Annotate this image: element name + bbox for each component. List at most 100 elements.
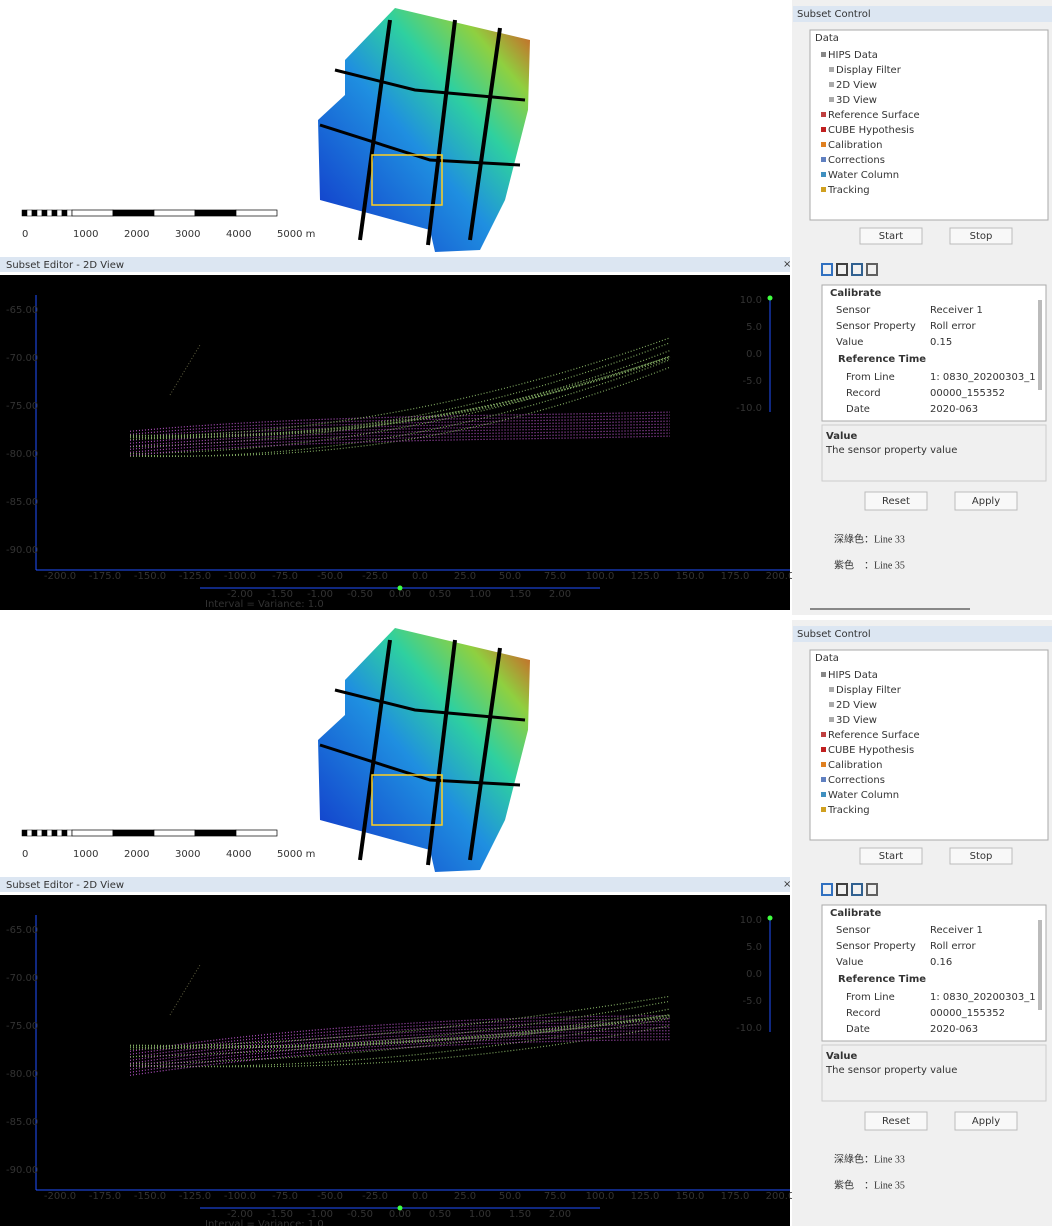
- x-label: -200.0: [44, 1191, 76, 1202]
- tree-item[interactable]: Display Filter: [836, 685, 902, 696]
- legend-note: 深綠色：Line 33: [834, 532, 905, 545]
- tree-icon: [821, 187, 826, 192]
- scale-segment: [27, 210, 32, 216]
- tree-item[interactable]: Reference Surface: [828, 730, 920, 741]
- tree-item[interactable]: 3D View: [836, 95, 877, 106]
- tree-item[interactable]: 2D View: [836, 80, 877, 91]
- scale-segment: [22, 830, 27, 836]
- x-label: 125.0: [631, 1191, 660, 1202]
- scale-segment: [47, 830, 52, 836]
- scale-label: 4000: [226, 229, 251, 240]
- scale-segment: [22, 210, 27, 216]
- property-value: Receiver 1: [930, 305, 983, 316]
- slider-label: 0.50: [429, 1209, 451, 1220]
- tree-icon: [829, 67, 834, 72]
- x-label: -100.0: [224, 1191, 256, 1202]
- property-section: Calibrate: [830, 288, 882, 299]
- x-label: -150.0: [134, 1191, 166, 1202]
- side-label: 0.0: [746, 969, 762, 980]
- tree-item[interactable]: Reference Surface: [828, 110, 920, 121]
- x-label: -75.0: [272, 1191, 298, 1202]
- scale-segment: [52, 210, 57, 216]
- slider-caption: Interval = Variance: 1.0: [205, 1219, 324, 1226]
- y-label: -75.00: [6, 401, 38, 412]
- scale-label: 2000: [124, 229, 149, 240]
- side-label: -10.0: [736, 403, 762, 414]
- tree-icon: [821, 747, 826, 752]
- slider-label: -0.50: [347, 589, 373, 600]
- description-text: The sensor property value: [825, 1065, 957, 1076]
- x-label: 200.0: [766, 571, 795, 582]
- tree-icon: [821, 52, 826, 57]
- scale-segment: [67, 830, 72, 836]
- tree-item[interactable]: Tracking: [827, 805, 870, 816]
- tree-item[interactable]: Calibration: [828, 760, 882, 771]
- scale-label: 3000: [175, 229, 200, 240]
- property-subsection: Reference Time: [838, 974, 926, 985]
- scale-segment: [37, 830, 42, 836]
- tree-item[interactable]: CUBE Hypothesis: [828, 745, 914, 756]
- tree-item[interactable]: Tracking: [827, 185, 870, 196]
- scale-segment: [52, 830, 57, 836]
- scale-segment: [72, 830, 113, 836]
- slider-label: 1.00: [469, 1209, 491, 1220]
- legend-note: 深綠色：Line 33: [834, 1152, 905, 1165]
- x-label: -175.0: [89, 1191, 121, 1202]
- scale-segment: [42, 830, 47, 836]
- tree-item[interactable]: Corrections: [828, 775, 885, 786]
- tree-icon: [821, 732, 826, 737]
- property-key: From Line: [846, 372, 895, 383]
- scale-segment: [62, 210, 67, 216]
- scale-segment: [113, 210, 154, 216]
- slider-label: 0.00: [389, 1209, 411, 1220]
- editor-title: Subset Editor - 2D View: [6, 260, 124, 271]
- tree-item[interactable]: 3D View: [836, 715, 877, 726]
- close-button[interactable]: ×: [783, 879, 791, 890]
- plot-area: [0, 895, 790, 1226]
- scale-label: 5000 m: [277, 229, 315, 240]
- x-label: 175.0: [721, 1191, 750, 1202]
- property-key: Record: [846, 388, 881, 399]
- description-text: The sensor property value: [825, 445, 957, 456]
- x-label: -50.0: [317, 571, 343, 582]
- property-key: Date: [846, 1024, 870, 1035]
- side-label: -5.0: [742, 376, 762, 387]
- property-value: 2020-063: [930, 404, 978, 415]
- tree-item[interactable]: HIPS Data: [828, 50, 878, 61]
- property-value: 00000_155352: [930, 1008, 1005, 1019]
- button-label: Stop: [970, 231, 993, 242]
- tree-item[interactable]: Water Column: [828, 170, 899, 181]
- tree-icon: [821, 172, 826, 177]
- tree-item[interactable]: Calibration: [828, 140, 882, 151]
- property-value: 0.16: [930, 957, 952, 968]
- side-handle[interactable]: [768, 916, 773, 921]
- scale-segment: [47, 210, 52, 216]
- x-label: -75.0: [272, 571, 298, 582]
- property-key: Sensor Property: [836, 941, 916, 952]
- property-key: Sensor: [836, 305, 871, 316]
- side-label: 10.0: [740, 915, 762, 926]
- x-label: 100.0: [586, 1191, 615, 1202]
- close-button[interactable]: ×: [783, 259, 791, 270]
- scale-label: 5000 m: [277, 849, 315, 860]
- tree-item[interactable]: Display Filter: [836, 65, 902, 76]
- property-value: Roll error: [930, 941, 976, 952]
- legend-note: 紫色 ：Line 35: [834, 1178, 905, 1191]
- property-key: Sensor Property: [836, 321, 916, 332]
- tree-icon: [829, 702, 834, 707]
- panel: 010002000300040005000 mSubset Editor - 2…: [0, 620, 1052, 1226]
- scale-segment: [236, 210, 277, 216]
- property-subsection: Reference Time: [838, 354, 926, 365]
- side-handle[interactable]: [768, 296, 773, 301]
- tree-item[interactable]: Water Column: [828, 790, 899, 801]
- tree-item[interactable]: 2D View: [836, 700, 877, 711]
- scale-segment: [72, 210, 113, 216]
- property-value: 00000_155352: [930, 388, 1005, 399]
- tree-item[interactable]: HIPS Data: [828, 670, 878, 681]
- tree-icon: [821, 807, 826, 812]
- legend-note: 紫色 ：Line 35: [834, 558, 905, 571]
- tree-item[interactable]: CUBE Hypothesis: [828, 125, 914, 136]
- tree-icon: [821, 142, 826, 147]
- tree-item[interactable]: Corrections: [828, 155, 885, 166]
- property-value: Receiver 1: [930, 925, 983, 936]
